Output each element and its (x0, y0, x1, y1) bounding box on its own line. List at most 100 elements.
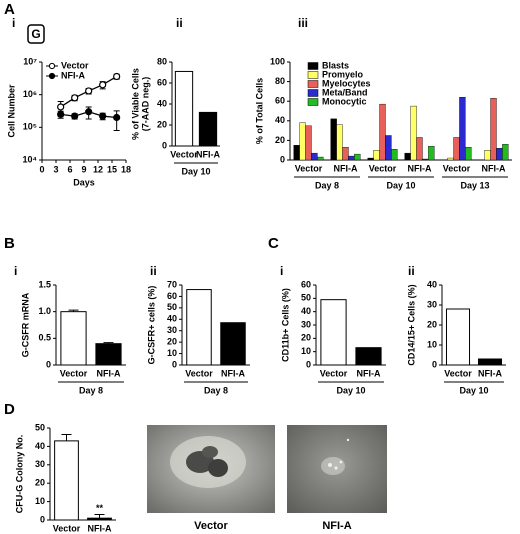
y-tick-label: 40 (35, 441, 45, 451)
y-axis-label: % of Total Cells (254, 78, 264, 144)
badge: G (31, 27, 40, 41)
x-tick-label: NFI-A (334, 163, 358, 173)
panel-letter: D (4, 401, 15, 418)
legend-swatch (307, 98, 319, 106)
y-tick-label: 40 (157, 98, 167, 108)
group-label: Day 8 (204, 385, 228, 395)
legend-label: NFI-A (61, 70, 85, 80)
image-caption: NFI-A (322, 520, 351, 532)
group-label: Day 13 (460, 180, 489, 190)
marker (85, 108, 93, 116)
legend-swatch (307, 80, 319, 88)
bar (496, 148, 503, 161)
y-tick-label: 20 (301, 333, 311, 343)
bar (174, 70, 194, 147)
x-tick-label: NFI-A (482, 163, 506, 173)
bar (490, 98, 497, 161)
y-tick-label: 0 (306, 359, 311, 369)
y-axis-label: G-CSFR mRNA (20, 292, 30, 357)
marker (99, 81, 107, 89)
badge-box (27, 24, 45, 44)
bar (330, 118, 337, 161)
y-tick-label: 80 (157, 56, 167, 66)
y-tick-label: 20 (35, 478, 45, 488)
y-tick-label: 0 (280, 154, 285, 164)
legend-label: Vector (61, 60, 89, 70)
y-axis-label: Cell Number (6, 84, 16, 138)
bar (186, 289, 212, 366)
y-tick-label: 0 (432, 359, 437, 369)
marker (71, 112, 79, 120)
bar (220, 322, 246, 366)
y-tick-label: 0 (172, 359, 177, 369)
bar (502, 144, 509, 161)
bar (305, 125, 312, 161)
bar (354, 153, 361, 161)
y-tick-label: 10⁵ (23, 122, 37, 132)
legend-label: Promyelo (322, 69, 364, 79)
x-tick-label: Vector (60, 368, 88, 378)
bar (311, 152, 318, 161)
subpanel-label: ii (176, 16, 183, 30)
y-tick-label: 20 (275, 135, 285, 145)
y-axis-label: G-CSFR+ cells (%) (146, 286, 156, 365)
bar (198, 111, 218, 147)
bar (484, 149, 491, 161)
error-bar (94, 513, 105, 519)
bar (355, 347, 382, 366)
bar (453, 137, 460, 161)
y-tick-label: 0 (162, 140, 167, 150)
legend-swatch (307, 71, 319, 79)
bar (367, 157, 374, 161)
y-tick-label: 30 (301, 319, 311, 329)
bar (465, 147, 472, 161)
group-label: Day 8 (315, 180, 339, 190)
y-tick-label: 60 (275, 96, 285, 106)
y-tick-label: 40 (301, 306, 311, 316)
group-label: Day 8 (79, 385, 103, 395)
bar (60, 311, 87, 366)
x-tick-label: Vector (443, 163, 471, 173)
y-tick-label: 10⁴ (23, 154, 37, 164)
marker (85, 87, 93, 95)
bar (428, 146, 435, 161)
micrograph (287, 425, 387, 513)
y-tick-label: 10⁶ (23, 89, 37, 99)
y-tick-label: 60 (301, 279, 311, 289)
bar (299, 122, 306, 161)
legend-swatch (307, 89, 319, 97)
subpanel-label: ii (408, 264, 415, 278)
y-tick-label: 30 (35, 459, 45, 469)
y-tick-label: 10 (301, 346, 311, 356)
group-label: Day 10 (336, 385, 365, 395)
subpanel-label: i (12, 16, 15, 30)
marker (113, 72, 121, 81)
annotation: ** (96, 503, 104, 513)
y-tick-label: 20 (427, 319, 437, 329)
bar (459, 97, 466, 161)
subpanel-label: i (280, 264, 283, 278)
bar (320, 299, 347, 366)
x-tick-label: Vector (53, 523, 81, 533)
x-axis-label: Days (73, 177, 95, 187)
legend-marker (48, 72, 56, 80)
legend-label: Monocytic (322, 96, 367, 106)
bar (447, 157, 454, 161)
y-tick-label: 1.5 (38, 279, 51, 289)
x-tick-label: 0 (39, 164, 44, 174)
error-bar (68, 309, 79, 312)
panel-letter: C (268, 235, 279, 252)
marker (113, 113, 121, 122)
x-tick-label: NFI-A (408, 163, 432, 173)
bar (336, 124, 343, 161)
group-label: Day 10 (386, 180, 415, 190)
x-tick-label: NFI-A (478, 368, 502, 378)
bar (410, 105, 417, 161)
y-tick-label: 40 (167, 314, 177, 324)
bar (95, 343, 122, 366)
legend-label: Blasts (322, 60, 349, 70)
legend-label: Meta/Band (322, 87, 368, 97)
y-tick-label: 10⁷ (23, 56, 37, 66)
error-bar (103, 342, 114, 344)
